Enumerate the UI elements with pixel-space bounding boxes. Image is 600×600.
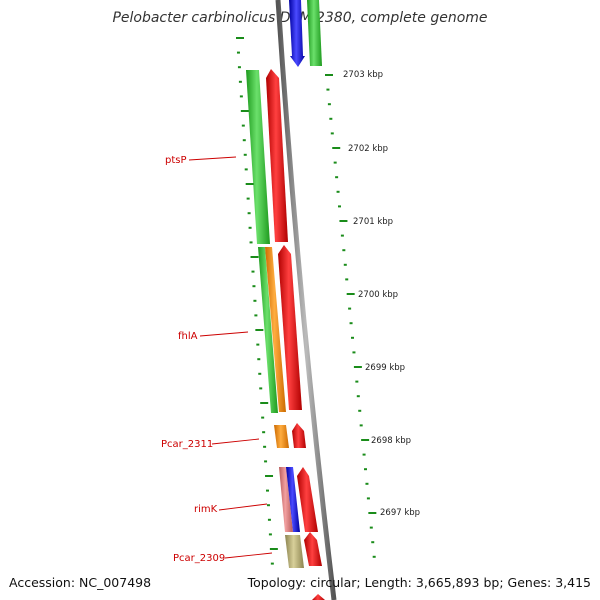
gene-feature-orange-1	[265, 247, 286, 412]
gene-feature-red-5	[304, 532, 322, 566]
gene-feature-red-3	[292, 423, 306, 448]
genome-summary: Topology: circular; Length: 3,665,893 bp…	[247, 575, 591, 590]
label-leader-line	[211, 438, 260, 445]
gene-label-ptsP[interactable]: ptsP	[165, 155, 187, 166]
gene-feature-red-2	[278, 245, 302, 410]
gene-feature-red-4	[297, 467, 318, 532]
gene-feature-blue-top	[289, 0, 305, 67]
gene-feature-rimK	[279, 467, 293, 532]
gene-label-fhlA[interactable]: fhlA	[178, 331, 198, 342]
gene-features	[246, 0, 325, 600]
gene-feature-Pcar_2309	[285, 535, 304, 568]
gene-feature-blue-2	[286, 467, 300, 532]
gene-labels: ptsP fhlA Pcar_2311 rimK Pcar_2309	[161, 155, 273, 564]
scale-label: 2703 kbp	[343, 70, 383, 80]
gene-label-Pcar_2309[interactable]: Pcar_2309	[173, 553, 225, 564]
gene-feature-green-top	[307, 0, 322, 66]
label-leader-line	[224, 552, 273, 559]
gene-feature-Pcar_2311	[274, 425, 289, 448]
label-leader-line	[199, 331, 249, 337]
gene-label-rimK[interactable]: rimK	[194, 504, 218, 515]
right-tick-column	[325, 74, 377, 558]
gene-feature-red-bottom	[312, 594, 325, 600]
left-tick-column	[236, 37, 278, 565]
gene-feature-ptsP	[246, 70, 270, 244]
scale-label: 2699 kbp	[365, 363, 405, 373]
scale-label: 2702 kbp	[348, 144, 388, 154]
label-leader-line	[218, 503, 268, 511]
scale-labels: 2703 kbp 2702 kbp 2701 kbp 2700 kbp 2699…	[343, 70, 420, 518]
label-leader-line	[188, 156, 237, 161]
scale-label: 2701 kbp	[353, 217, 393, 227]
gene-label-Pcar_2311[interactable]: Pcar_2311	[161, 439, 213, 450]
scale-label: 2698 kbp	[371, 436, 411, 446]
scale-label: 2697 kbp	[380, 508, 420, 518]
accession-label: Accession: NC_007498	[9, 575, 152, 590]
gene-feature-red-1	[266, 69, 288, 242]
scale-label: 2700 kbp	[358, 290, 398, 300]
genome-backbone	[275, 0, 337, 600]
gene-feature-fhlA	[258, 247, 278, 413]
